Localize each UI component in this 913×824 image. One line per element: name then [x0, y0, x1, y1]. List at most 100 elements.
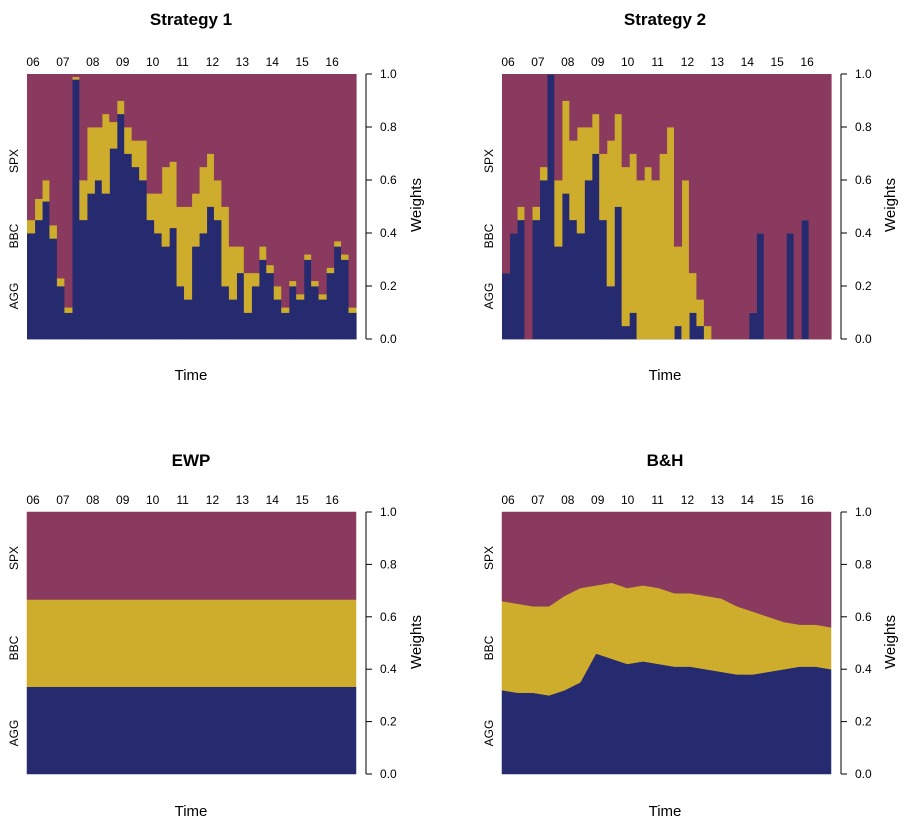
bar-spx [793, 74, 802, 340]
bar-bbc [109, 121, 118, 149]
y-tick-label: 1.0 [855, 505, 872, 519]
bar-bbc [169, 161, 178, 229]
bar-agg [258, 259, 267, 340]
x-tick-label: 09 [591, 493, 605, 507]
bar-spx [554, 74, 563, 181]
x-tick-label: 06 [26, 55, 40, 69]
bar-agg [221, 286, 230, 340]
bar-spx [86, 74, 95, 128]
plot-area: 06 07 08 09 10 11 12 13 14 15 16 0.0 0.2 0.4 0.6 0.8 1.0 [26, 55, 397, 346]
series-label-bbc: BBC [7, 635, 21, 660]
bar-bbc [251, 272, 260, 287]
bar-bbc [191, 193, 200, 247]
y-axis-label: Weights [408, 178, 425, 232]
bar-agg [554, 246, 563, 340]
y-tick-label: 0.0 [380, 767, 397, 781]
y-tick-label: 0.2 [855, 279, 872, 293]
bar-spx [273, 74, 282, 287]
bar-spx [318, 74, 327, 295]
bar-agg [169, 227, 178, 340]
bar-spx [56, 74, 65, 279]
bar-bbc [154, 193, 163, 234]
bar-agg [64, 312, 73, 340]
bar-spx [251, 74, 260, 274]
bar-agg [569, 219, 578, 340]
x-tick-label: 16 [800, 493, 814, 507]
bar-spx [64, 74, 73, 308]
bar-spx [531, 74, 540, 207]
bar-spx [154, 74, 163, 194]
bar-agg [606, 286, 615, 340]
x-tick-label: 11 [176, 493, 189, 507]
bar-agg [251, 286, 260, 340]
y-tick-label: 0.8 [855, 120, 872, 134]
y-tick-label: 0.4 [380, 226, 397, 240]
bar-bbc [348, 307, 357, 313]
bar-spx [161, 74, 170, 168]
bar-bbc [131, 140, 140, 168]
bar-spx [741, 74, 750, 340]
bar-spx [206, 74, 215, 154]
series-label-bbc: BBC [482, 635, 496, 660]
bar-agg [561, 193, 570, 340]
bar-agg [614, 206, 623, 340]
x-tick-label: 12 [206, 493, 220, 507]
bar-agg [191, 246, 200, 340]
bar-spx [49, 74, 58, 226]
series-label-spx: SPX [482, 546, 496, 570]
bar-spx [703, 74, 712, 327]
x-tick-label: 10 [146, 493, 160, 507]
bar-bbc [94, 127, 103, 181]
bar-bbc [614, 113, 623, 207]
bar-agg [591, 153, 600, 340]
y-tick-label: 0.8 [380, 557, 397, 571]
bar-agg [281, 312, 290, 340]
bar-bbc [341, 254, 350, 260]
bar-bbc [703, 325, 712, 340]
x-tick-label: 13 [236, 55, 250, 69]
area-spx [26, 511, 357, 600]
x-tick-label: 07 [531, 55, 545, 69]
bar-agg [146, 219, 155, 340]
bar-spx [191, 74, 200, 194]
y-tick-label: 0.2 [380, 715, 397, 729]
x-tick-label: 14 [741, 493, 755, 507]
bar-bbc [629, 153, 638, 313]
bar-spx [169, 74, 178, 162]
bar-agg [629, 312, 638, 340]
bar-bbc [606, 140, 615, 287]
y-tick-label: 0.0 [855, 767, 872, 781]
bar-bbc [599, 153, 608, 221]
bar-agg [266, 272, 275, 340]
x-tick-label: 08 [86, 493, 100, 507]
bar-bbc [198, 166, 208, 234]
bar-agg [786, 233, 795, 340]
bar-spx [116, 74, 125, 101]
bar-spx [139, 74, 148, 141]
bar-bbc [184, 206, 193, 300]
bar-bbc [116, 100, 125, 115]
y-tick-label: 0.8 [855, 557, 872, 571]
bar-spx [681, 74, 690, 181]
x-tick-label: 15 [296, 493, 310, 507]
x-tick-label: 14 [266, 493, 280, 507]
bar-bbc [243, 272, 252, 313]
bar-agg [116, 113, 125, 340]
bar-bbc [146, 193, 155, 221]
series-label-spx: SPX [7, 149, 21, 173]
bar-agg [341, 259, 350, 340]
y-tick-label: 0.6 [855, 610, 872, 624]
bar-spx [629, 74, 638, 154]
bar-spx [213, 74, 223, 181]
y-tick-label: 0.2 [855, 715, 872, 729]
plot-area: 06 07 08 09 10 11 12 13 14 15 16 0.0 0.2 0.4 0.6 0.8 1.0 [501, 493, 872, 781]
plot-area: 06 07 08 09 10 11 12 13 14 15 16 0.0 0.2 0.4 0.6 0.8 1.0 [26, 493, 397, 781]
y-tick-label: 0.4 [380, 662, 397, 676]
bar-spx [502, 74, 511, 274]
bar-spx [243, 74, 252, 274]
bar-spx [71, 74, 80, 78]
bar-spx [303, 74, 312, 255]
bar-bbc [326, 267, 335, 274]
bar-agg [243, 312, 252, 340]
bar-agg [101, 193, 110, 340]
